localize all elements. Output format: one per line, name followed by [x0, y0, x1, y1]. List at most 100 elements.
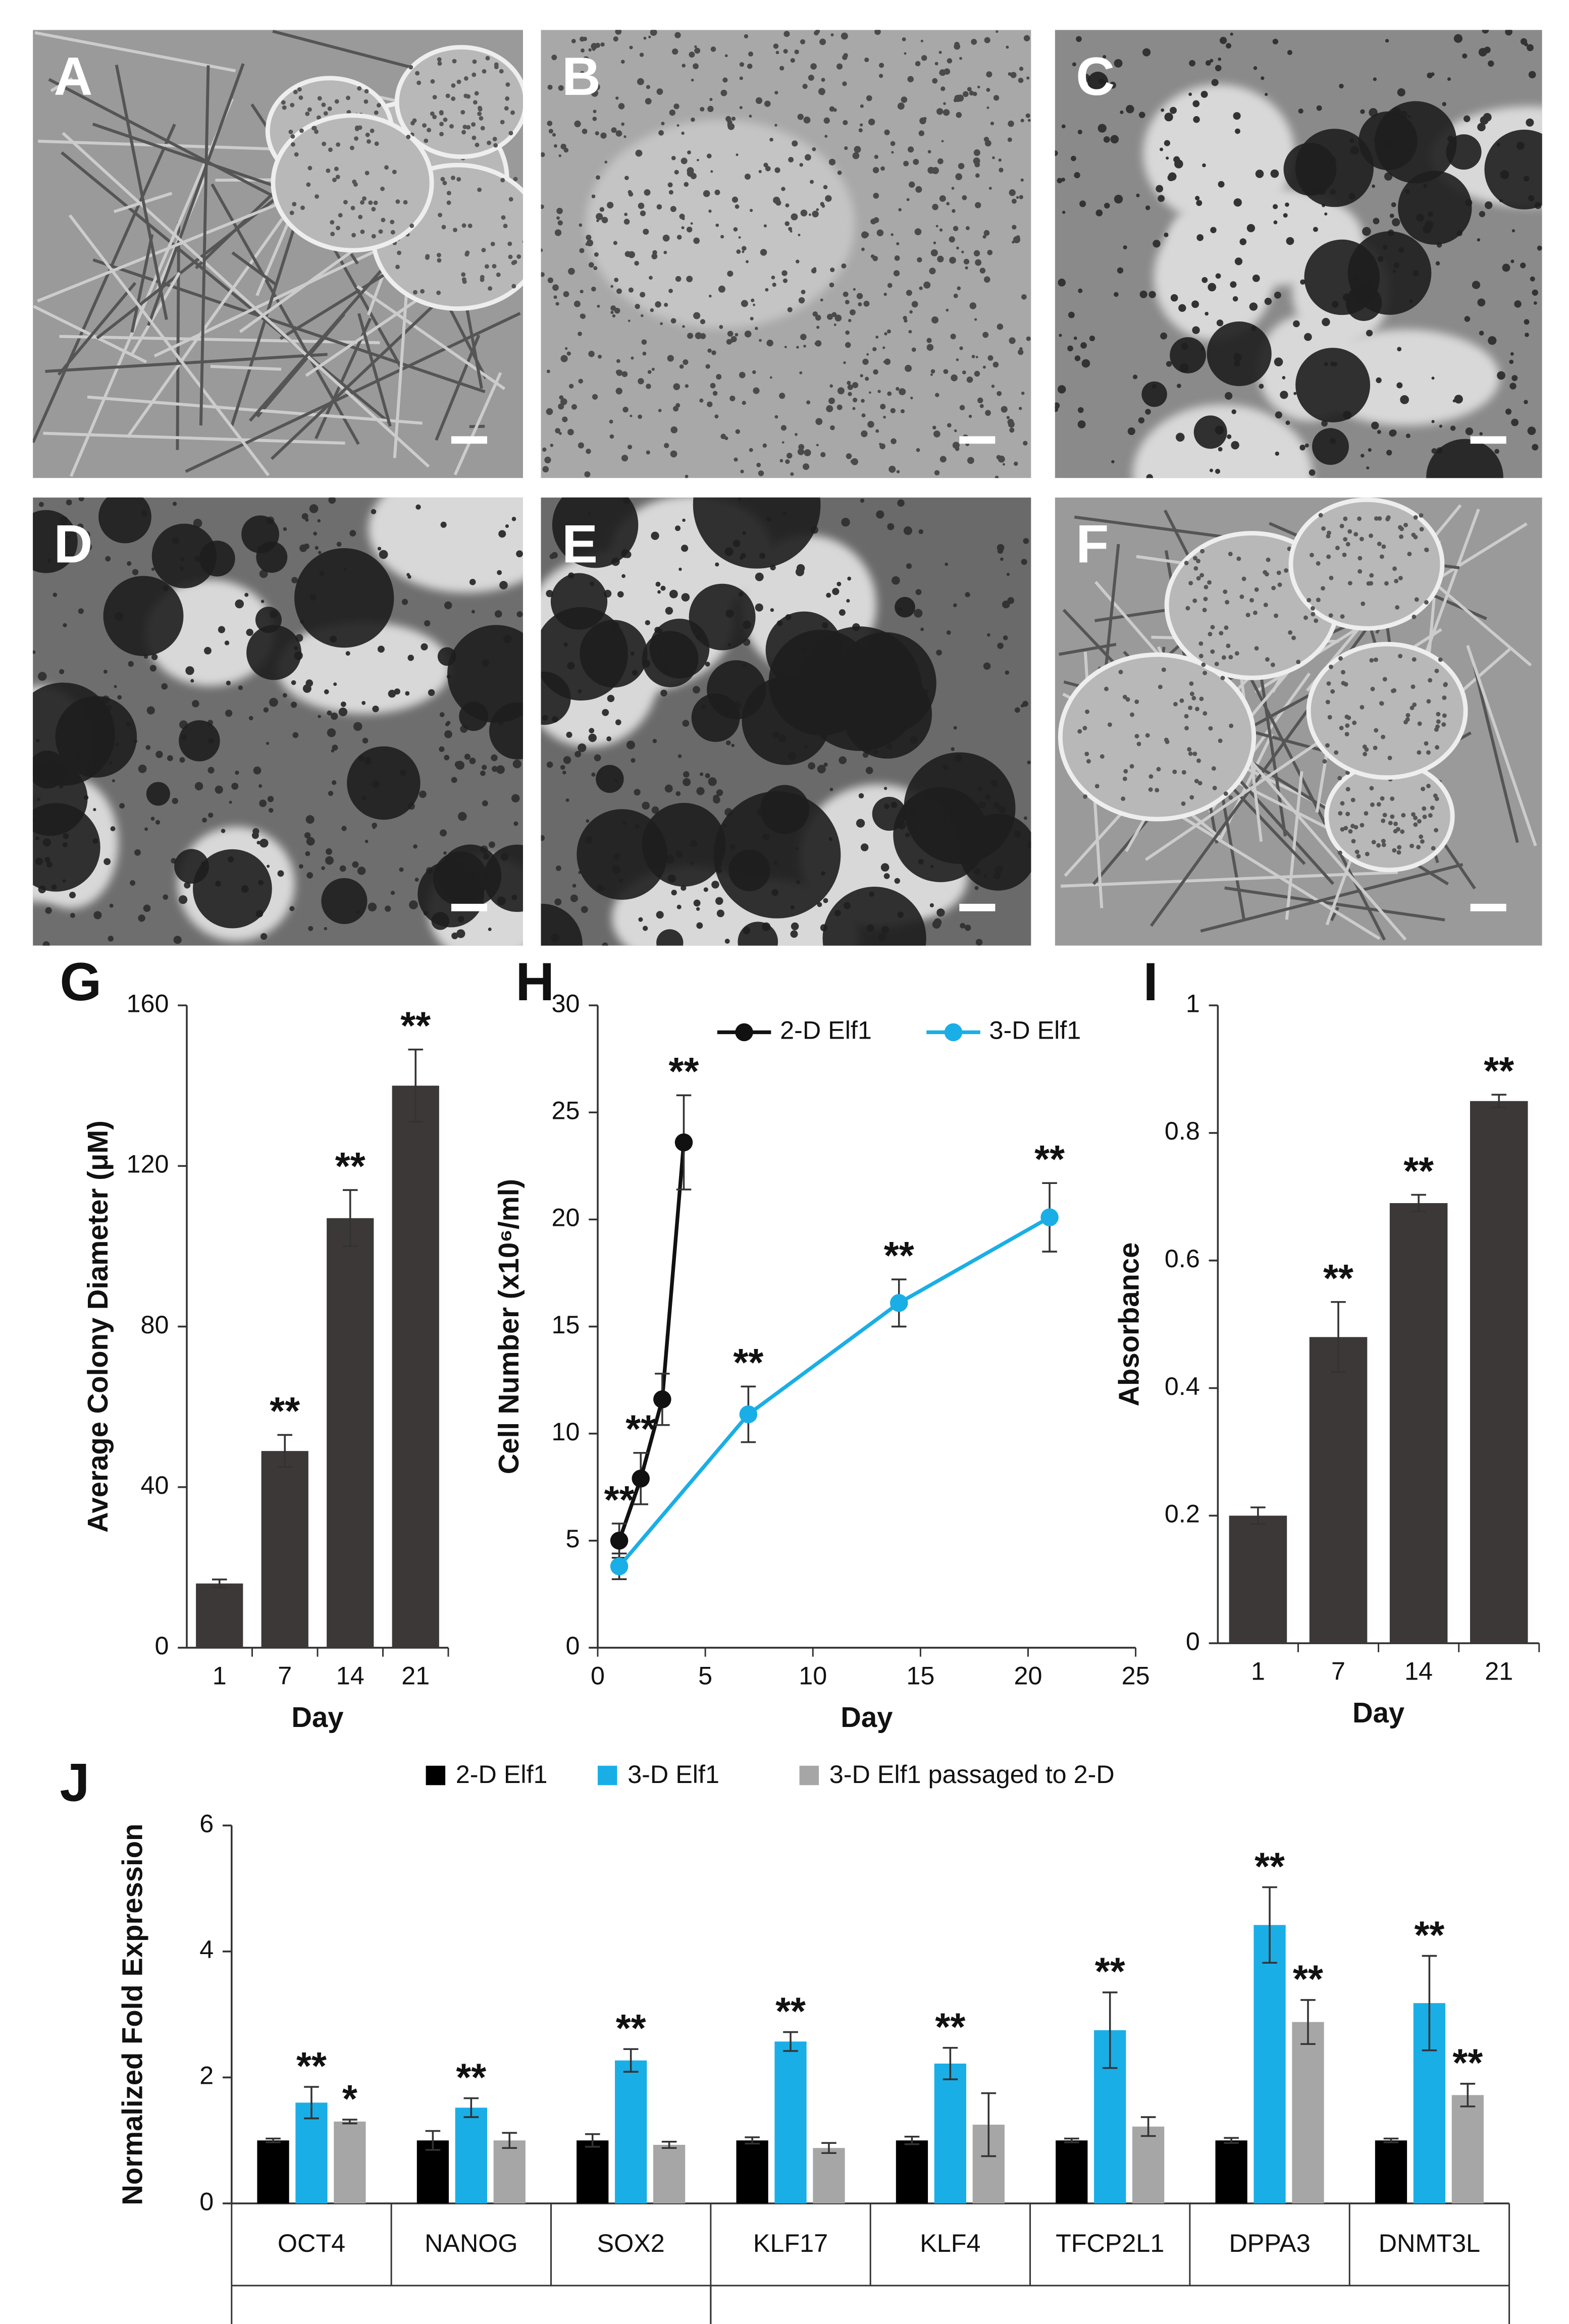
- cell: [436, 290, 441, 295]
- dot: [678, 567, 682, 571]
- dot: [108, 936, 114, 942]
- point: [1040, 1208, 1059, 1226]
- dot: [1164, 232, 1169, 237]
- dot: [631, 758, 636, 763]
- cell: [288, 129, 293, 134]
- dot: [866, 353, 869, 356]
- cell: [1398, 576, 1403, 580]
- cell: [1208, 726, 1213, 731]
- dot: [937, 158, 944, 165]
- error-bar: [342, 1189, 358, 1248]
- cell: [510, 110, 515, 115]
- cell: [1405, 713, 1410, 718]
- fibroblast: [1061, 871, 1398, 888]
- cell: [1236, 556, 1241, 561]
- dot: [788, 227, 793, 231]
- dot: [646, 384, 651, 389]
- dot: [947, 58, 953, 64]
- cell: [1329, 664, 1333, 669]
- dot: [655, 301, 661, 308]
- dot: [673, 103, 679, 110]
- dot: [641, 314, 644, 317]
- dot: [609, 419, 613, 424]
- dot: [834, 314, 842, 321]
- dot: [1145, 205, 1150, 210]
- dot: [986, 71, 992, 78]
- dot: [1234, 257, 1243, 265]
- dot: [578, 332, 582, 336]
- dot: [1020, 178, 1024, 182]
- dot: [401, 599, 408, 605]
- x-tick-label: 1: [1251, 1657, 1265, 1686]
- panel-label: I: [1143, 952, 1158, 1012]
- dot: [547, 84, 553, 90]
- dot: [1021, 294, 1027, 300]
- dot: [687, 150, 691, 154]
- significance: **: [1323, 1257, 1353, 1300]
- dot: [751, 298, 755, 302]
- cell: [1357, 556, 1363, 561]
- cell: [1253, 610, 1258, 615]
- dot: [302, 684, 311, 693]
- dot: [1061, 124, 1066, 129]
- dot: [638, 378, 644, 385]
- cell: [1442, 695, 1447, 700]
- cell: [1419, 513, 1424, 518]
- error-bar: [904, 2135, 920, 2145]
- cell: [1366, 581, 1371, 586]
- dot: [668, 190, 673, 195]
- dot: [497, 570, 502, 575]
- dot: [1299, 445, 1305, 451]
- dot: [1061, 178, 1065, 182]
- dot: [110, 826, 116, 832]
- dot: [480, 770, 486, 776]
- dot: [993, 95, 1000, 101]
- dot: [1089, 335, 1095, 342]
- cell: [1426, 699, 1431, 704]
- cell: [312, 126, 317, 131]
- dot: [833, 323, 836, 327]
- dot: [765, 288, 769, 292]
- cell: [1340, 614, 1345, 619]
- dot: [192, 700, 199, 708]
- y-tick-label: 2: [199, 2061, 214, 2090]
- dot: [185, 666, 194, 675]
- legend-label: 2-D Elf1: [456, 1760, 548, 1789]
- dot: [1376, 377, 1382, 384]
- dot: [1215, 468, 1221, 474]
- dot: [779, 459, 783, 463]
- dot: [594, 754, 601, 762]
- y-tick-label: 0.8: [1165, 1116, 1200, 1145]
- dot: [884, 332, 887, 336]
- dot: [1304, 443, 1309, 448]
- y-tick-label: 120: [127, 1150, 169, 1178]
- dot: [946, 202, 950, 205]
- dot: [930, 369, 935, 374]
- dot: [899, 388, 906, 396]
- cell: [1249, 598, 1254, 603]
- dot: [85, 543, 92, 551]
- cell: [1434, 828, 1439, 833]
- dot: [38, 502, 44, 507]
- dot: [1526, 118, 1534, 127]
- cell: [1373, 745, 1378, 750]
- cell: [1192, 751, 1197, 756]
- dot: [876, 229, 884, 237]
- dot: [1062, 210, 1066, 214]
- dot: [755, 327, 758, 330]
- cell: [442, 181, 447, 186]
- dot: [1361, 454, 1365, 458]
- dot: [130, 880, 136, 886]
- dot: [975, 939, 983, 946]
- cell: [432, 115, 437, 120]
- dot: [1272, 38, 1279, 45]
- dot: [727, 123, 735, 130]
- dot: [727, 271, 734, 277]
- cell: [484, 264, 489, 269]
- dot: [542, 466, 549, 473]
- fibroblast: [130, 234, 154, 333]
- dot: [1274, 291, 1281, 299]
- dot: [1117, 267, 1124, 274]
- dot: [677, 754, 682, 759]
